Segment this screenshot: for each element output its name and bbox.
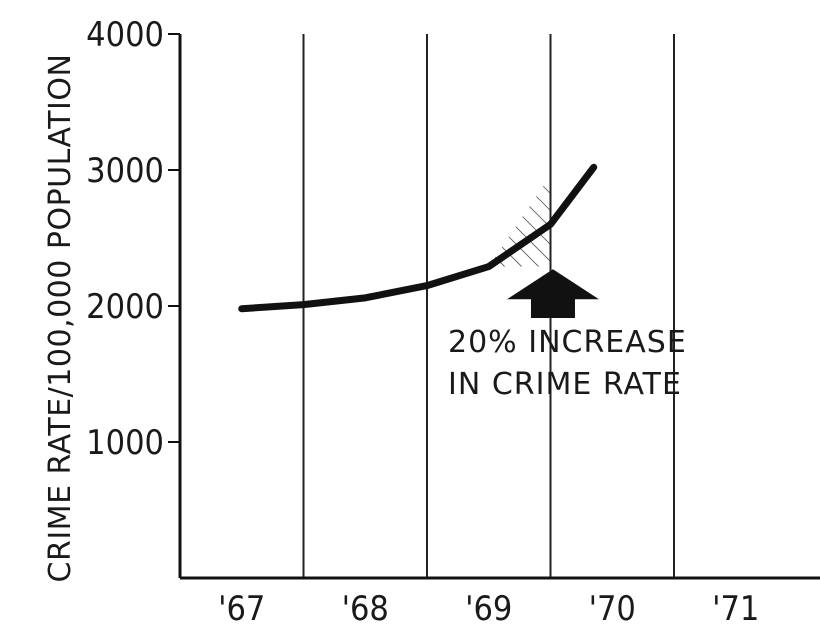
y-axis-title: CRIME RATE/100,000 POPULATION [43,54,78,583]
x-tick-label: '67 [218,589,265,629]
annotation: 20% INCREASE IN CRIME RATE [448,269,687,402]
hatched-area [488,175,551,267]
x-tick-label: '68 [342,589,389,629]
x-tick-label: '70 [589,589,636,629]
x-tick-labels: '67 '68 '69 '70 '71 [218,589,759,629]
vertical-gridlines [302,34,675,578]
annotation-line-2: IN CRIME RATE [448,367,682,402]
y-tick-label: 1000 [86,423,164,463]
shaded-increase-region [488,175,551,267]
up-arrow-icon [506,269,599,318]
y-tick-label: 3000 [86,151,164,191]
series-lines [238,163,598,313]
y-tick-label: 4000 [86,15,164,55]
series-line [238,163,598,313]
y-tick-labels: 1000 2000 3000 4000 [86,15,180,463]
y-tick-label: 2000 [86,287,164,327]
annotation-line-1: 20% INCREASE [448,325,687,360]
x-tick-label: '71 [712,589,759,629]
x-tick-label: '69 [465,589,512,629]
